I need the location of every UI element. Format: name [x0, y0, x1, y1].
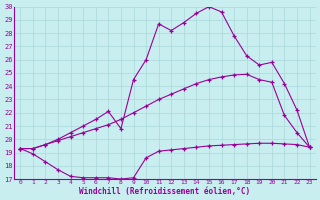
- X-axis label: Windchill (Refroidissement éolien,°C): Windchill (Refroidissement éolien,°C): [79, 187, 251, 196]
